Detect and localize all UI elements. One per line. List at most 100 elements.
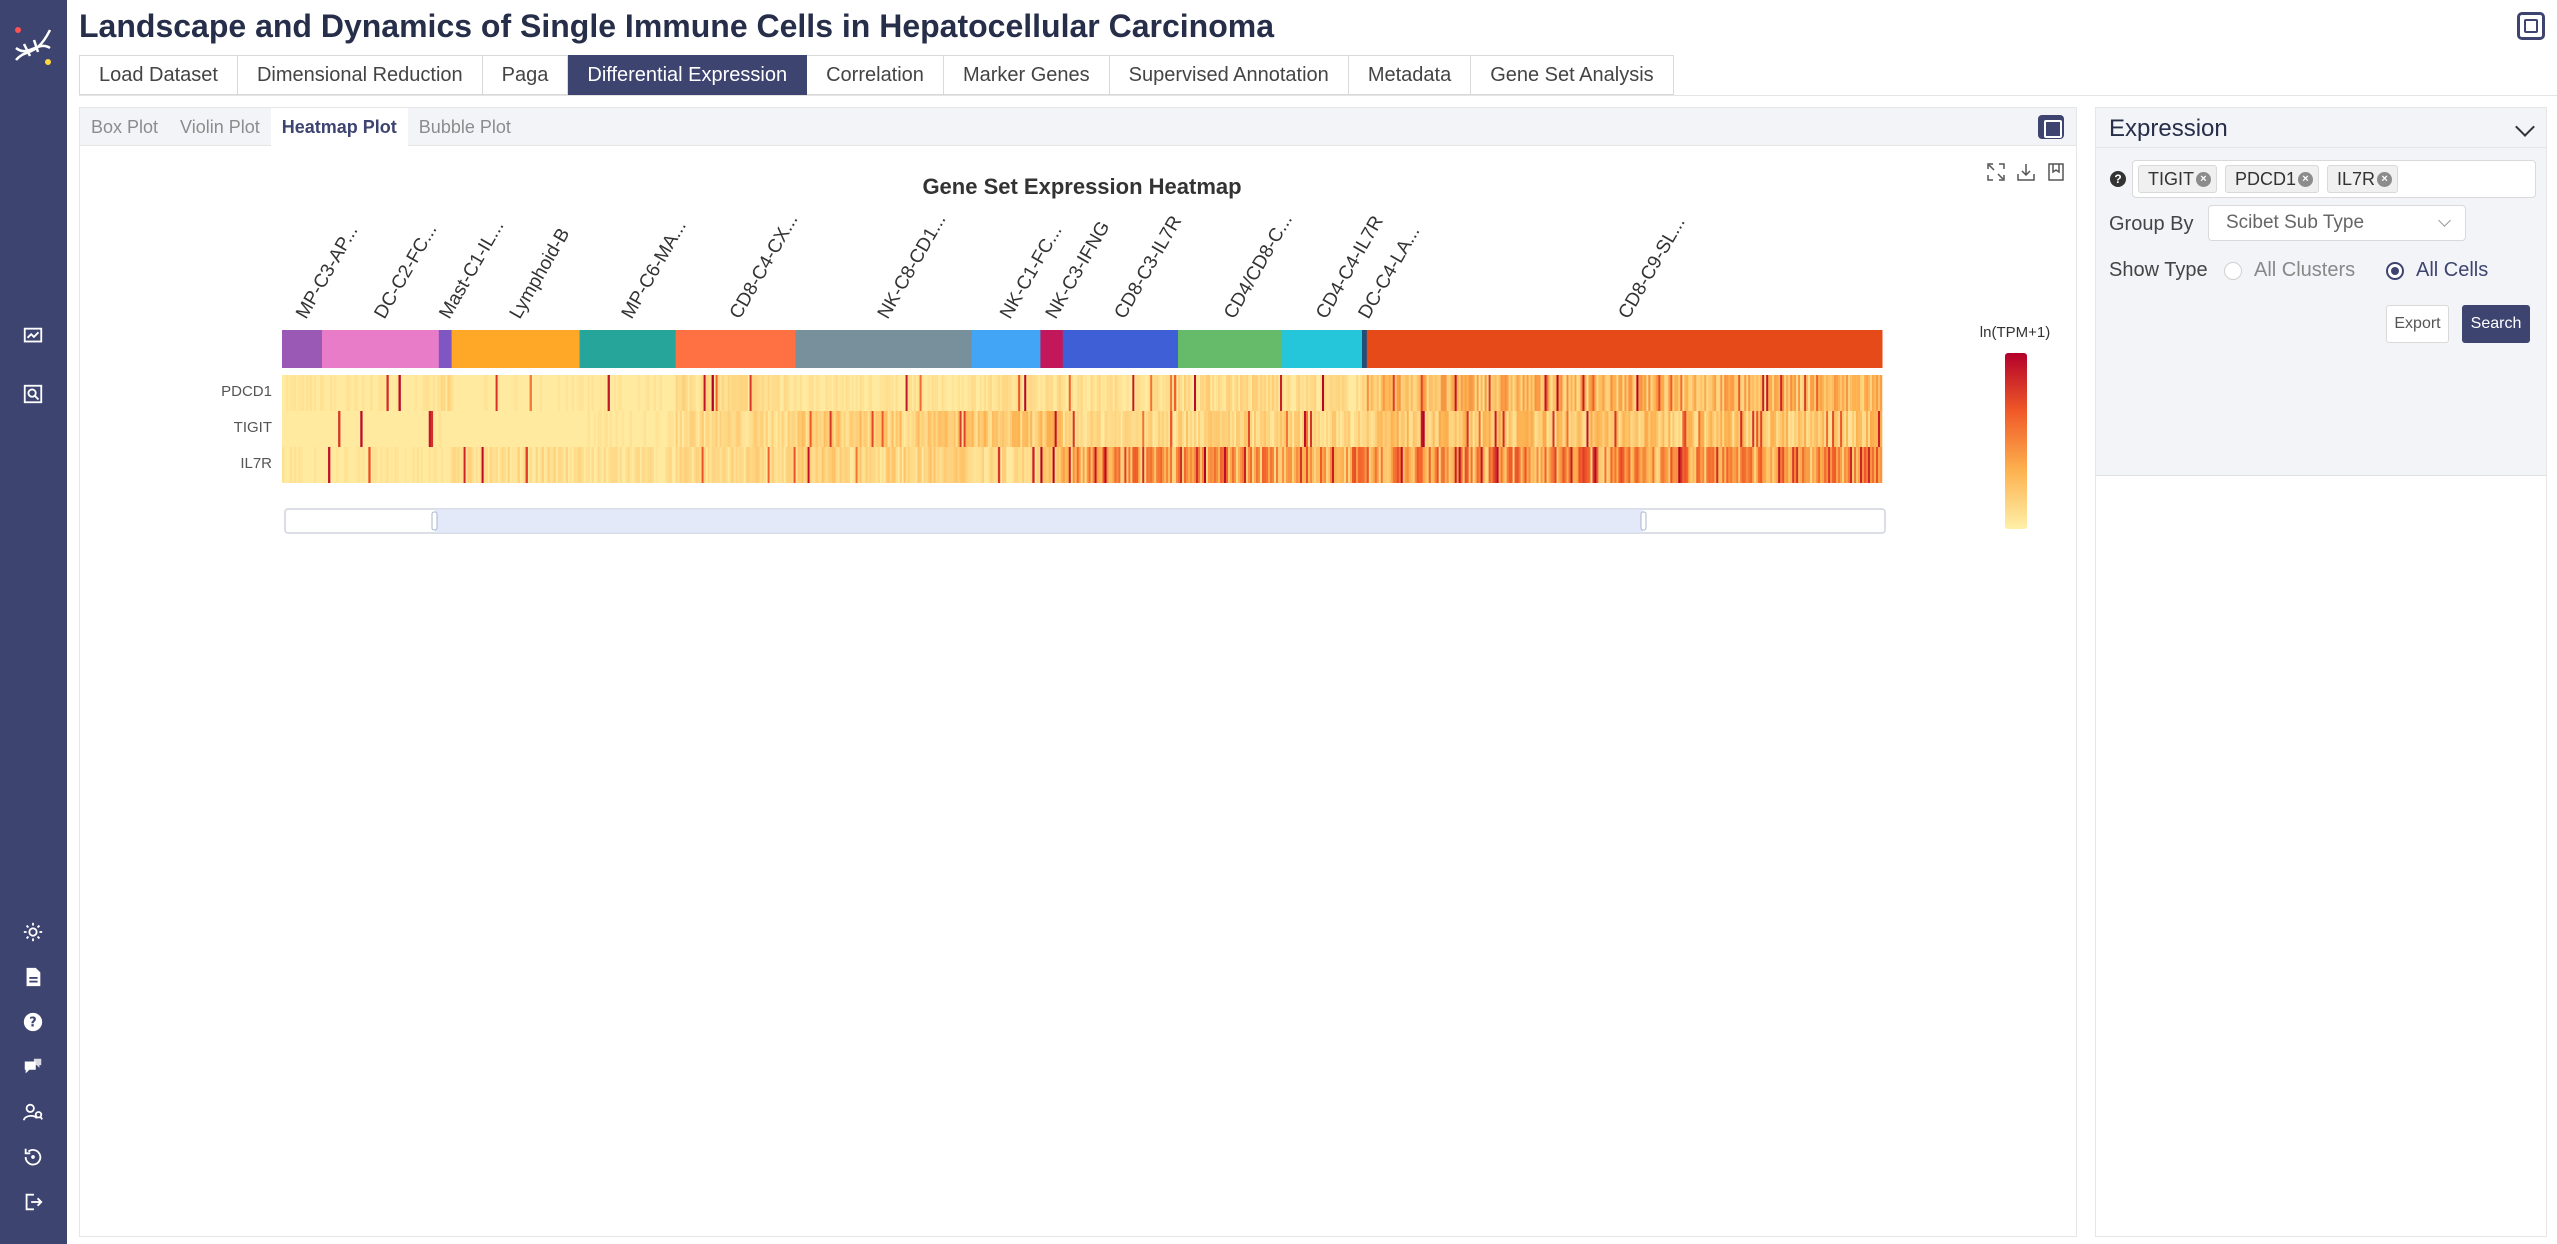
heatmap-cell	[1800, 375, 1803, 411]
heatmap-cell	[569, 447, 572, 483]
remove-chip-icon[interactable]: ×	[2298, 171, 2314, 187]
heatmap-cell	[979, 375, 983, 411]
heatmap-cell	[637, 375, 640, 411]
heatmap-cell	[1542, 447, 1545, 483]
tab-supervised-annotation[interactable]: Supervised Annotation	[1109, 55, 1349, 95]
heatmap-cell	[1346, 375, 1349, 411]
heatmap-cell	[733, 411, 736, 447]
bookmark-icon[interactable]	[2044, 160, 2068, 184]
heatmap-cell	[370, 375, 373, 411]
history-icon[interactable]	[19, 1143, 47, 1171]
brightness-icon[interactable]	[19, 918, 47, 946]
tab-correlation[interactable]: Correlation	[807, 55, 944, 95]
heatmap-cell	[1688, 411, 1691, 447]
heatmap-cell	[777, 447, 780, 483]
heatmap-cell	[1508, 375, 1511, 411]
side-panel-toggle-icon[interactable]	[2038, 115, 2064, 139]
heatmap-cell	[579, 447, 582, 483]
remove-chip-icon[interactable]: ×	[2196, 171, 2211, 187]
heatmap-cell	[1150, 375, 1153, 411]
tab-metadata[interactable]: Metadata	[1348, 55, 1472, 95]
heatmap-cell	[1398, 447, 1402, 483]
search-button[interactable]: Search	[2462, 305, 2530, 343]
heatmap-cell	[1490, 411, 1493, 447]
heatmap-cell	[1118, 375, 1121, 411]
heatmap-cell	[737, 447, 740, 483]
heatmap-cell	[1624, 375, 1627, 411]
heatmap-cell	[1758, 447, 1761, 483]
chevron-down-icon[interactable]	[2515, 117, 2535, 137]
document-icon[interactable]	[19, 963, 47, 991]
chart-board-icon[interactable]	[19, 322, 47, 350]
heatmap-cell	[1652, 411, 1655, 447]
row-label: TIGIT	[234, 419, 272, 436]
tab-paga[interactable]: Paga	[482, 55, 569, 95]
subtab-box-plot[interactable]: Box Plot	[91, 117, 159, 137]
heatmap-cell	[719, 375, 722, 411]
subtab-bubble-plot[interactable]: Bubble Plot	[418, 117, 511, 137]
heatmap-cell	[1446, 447, 1449, 483]
tab-load-dataset[interactable]: Load Dataset	[79, 55, 238, 95]
heatmap-cell	[1410, 375, 1414, 411]
subtab-heatmap-plot[interactable]: Heatmap Plot	[270, 108, 408, 146]
image-search-icon[interactable]	[19, 380, 47, 408]
heatmap-cell	[1358, 447, 1361, 483]
help-icon[interactable]: ?	[19, 1008, 47, 1036]
heatmap-cell	[1840, 375, 1843, 411]
tab-differential-expression[interactable]: Differential Expression	[568, 55, 808, 95]
fullscreen-icon[interactable]	[2517, 12, 2545, 40]
gene-chip[interactable]: TIGIT ×	[2138, 165, 2217, 193]
heatmap-cell	[1116, 375, 1119, 411]
heatmap-cell	[889, 375, 892, 411]
tab-marker-genes[interactable]: Marker Genes	[943, 55, 1110, 95]
heatmap-cell	[615, 447, 618, 483]
group-by-select[interactable]: Scibet Sub Type	[2208, 205, 2466, 241]
heatmap-cell	[1800, 447, 1803, 483]
radio-all-clusters-label[interactable]: All Clusters	[2254, 259, 2356, 281]
heatmap-cell	[1482, 411, 1485, 447]
app-logo-icon[interactable]	[6, 18, 60, 72]
heatmap-cell	[465, 447, 468, 483]
heatmap-cell	[1692, 411, 1695, 447]
heatmap-cell	[1828, 375, 1831, 411]
help-icon[interactable]: ?	[2110, 171, 2126, 187]
user-search-icon[interactable]	[19, 1098, 47, 1126]
logout-icon[interactable]	[19, 1188, 47, 1216]
heatmap-cell	[797, 447, 800, 483]
heatmap-cell	[1026, 411, 1029, 447]
heatmap-cell	[1434, 375, 1437, 411]
radio-all-clusters[interactable]	[2224, 262, 2242, 280]
heatmap-cell	[1152, 447, 1155, 483]
export-button[interactable]: Export	[2386, 305, 2449, 343]
download-icon[interactable]	[2014, 160, 2038, 184]
radio-all-cells[interactable]	[2386, 262, 2404, 280]
heatmap-cell	[1876, 375, 1879, 411]
heatmap-cell	[1330, 447, 1333, 483]
heatmap-cell	[1252, 375, 1255, 411]
heatmap-cell	[1416, 375, 1420, 411]
heatmap-cell	[1416, 447, 1420, 483]
heatmap-cell	[771, 375, 774, 411]
tab-gene-set-analysis[interactable]: Gene Set Analysis	[1471, 55, 1674, 95]
heatmap-cell	[1784, 411, 1787, 447]
gene-select-input[interactable]: TIGIT × PDCD1 × IL7R ×	[2132, 160, 2536, 198]
heatmap-cell	[707, 375, 710, 411]
feedback-icon[interactable]	[19, 1053, 47, 1081]
heatmap-cell	[1096, 375, 1099, 411]
subtab-violin-plot[interactable]: Violin Plot	[180, 117, 260, 137]
heatmap-cell	[1648, 375, 1651, 411]
gene-chip[interactable]: PDCD1 ×	[2225, 165, 2320, 193]
heatmap-cell	[1644, 447, 1647, 483]
zoom-fit-icon[interactable]	[1984, 160, 2008, 184]
tab-dimensional-reduction[interactable]: Dimensional Reduction	[237, 55, 483, 95]
remove-chip-icon[interactable]: ×	[2377, 171, 2393, 187]
heatmap-cell	[907, 447, 910, 483]
heatmap-cell	[831, 447, 834, 483]
heatmap-cell	[1310, 447, 1313, 483]
heatmap-cell	[1684, 375, 1687, 411]
gene-chip[interactable]: IL7R ×	[2327, 165, 2399, 193]
heatmap-cell	[1632, 411, 1635, 447]
expression-panel-header[interactable]: Expression	[2096, 108, 2546, 148]
heatmap-cell	[869, 447, 872, 483]
radio-all-cells-label[interactable]: All Cells	[2416, 259, 2489, 281]
